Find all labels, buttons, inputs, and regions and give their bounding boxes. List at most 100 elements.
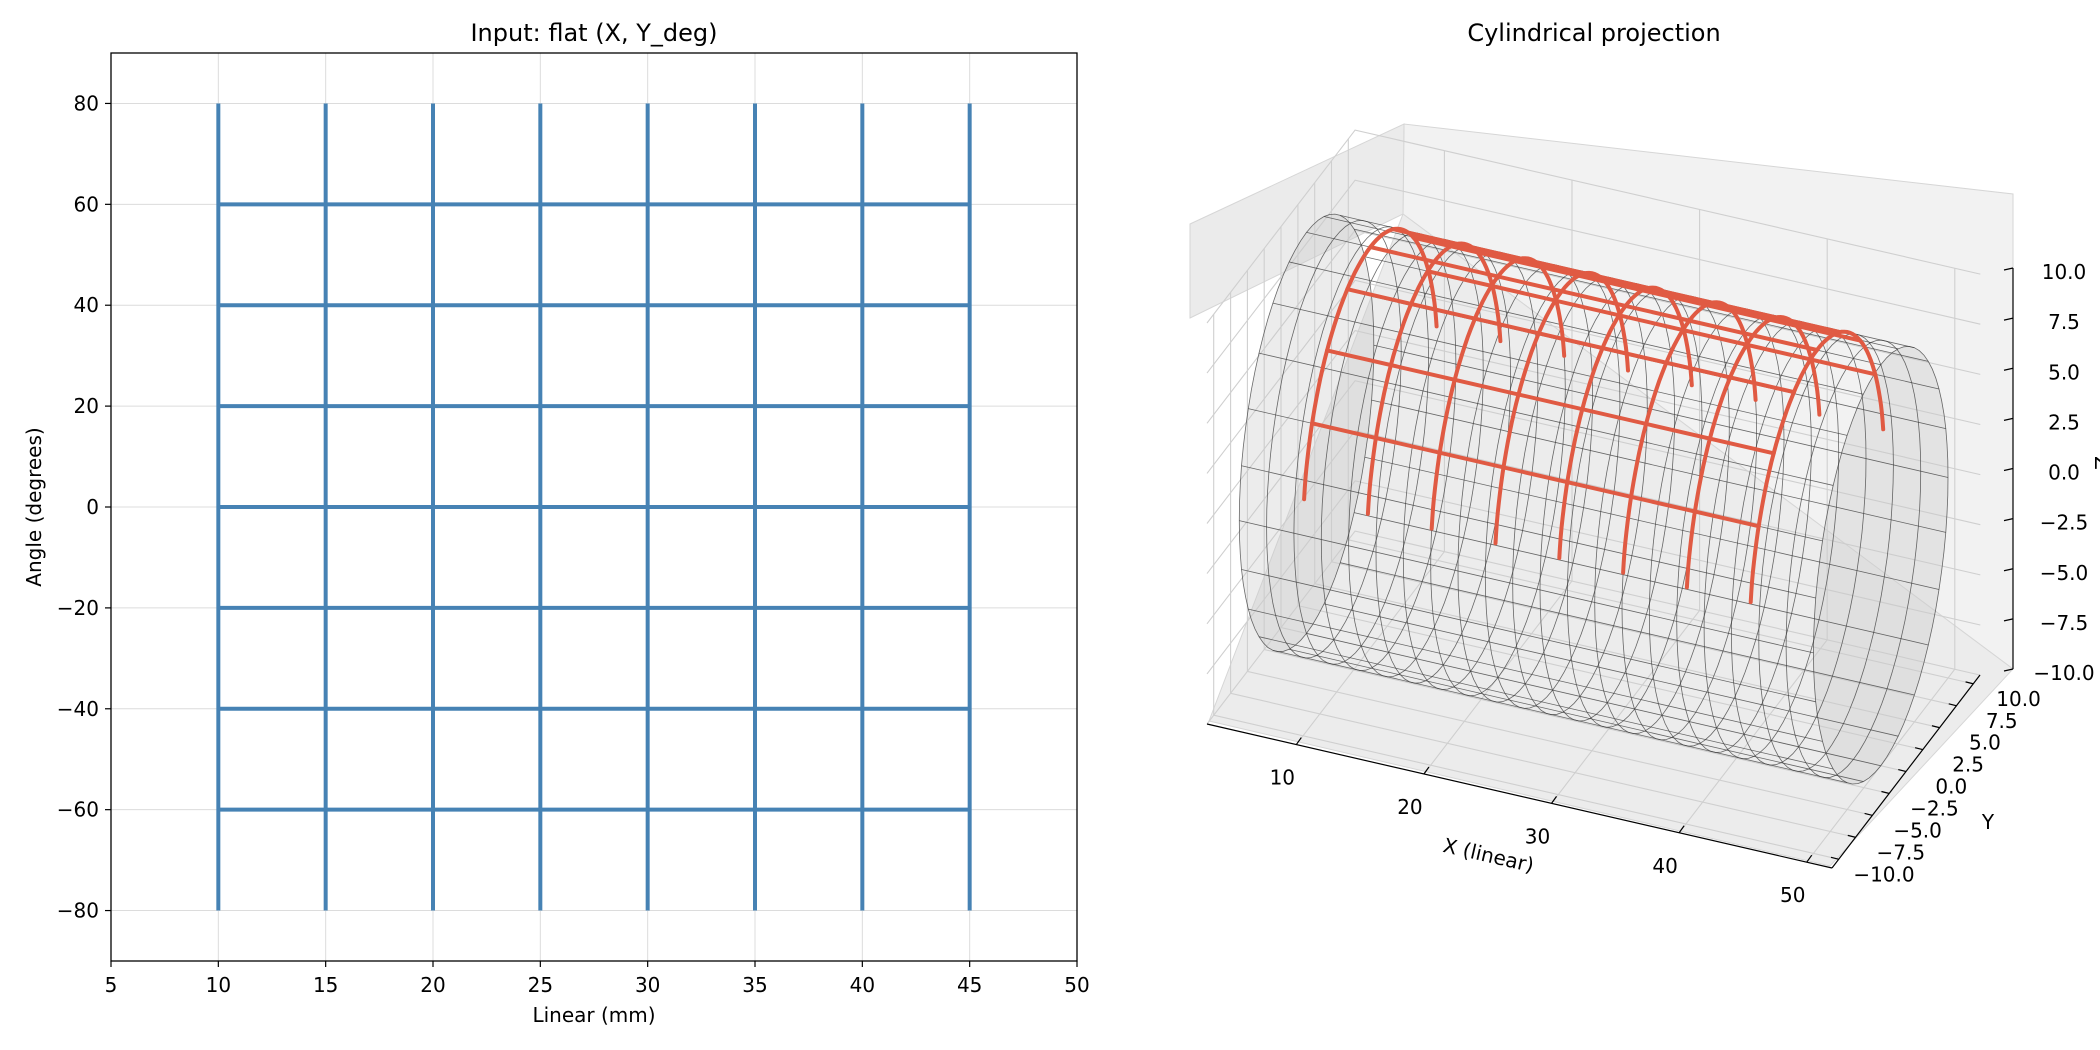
y3-tick-label: −5.0 [1893,818,1942,842]
cylinder-generator [1272,650,1848,784]
x3-tick-label: 30 [1525,824,1550,848]
y3-tick-mark [1948,703,1957,707]
cylinder-generator [1323,603,1899,737]
y3-tick-mark [1931,725,1941,729]
flat-x-tick-label: 25 [528,973,553,997]
z3-tick-label: −10.0 [2033,661,2094,685]
z3-tick-mark [2003,618,2014,622]
cylinder-generator [1340,562,1915,696]
y3-ticks: 10.07.55.02.50.0−2.5−5.0−7.5−10.0 [1830,681,2041,886]
x3-axis-label: X (linear) [1441,833,1536,877]
flat-y-tick-label: 60 [74,192,99,216]
projected-horizontal-line [1391,227,1842,335]
projected-grid-lines [1302,226,1886,605]
projection-chart-title: Cylindrical projection [1467,19,1720,47]
x3-tick-mark [1678,825,1685,834]
cylinder-generator [1272,302,1848,436]
y3-tick-label: −7.5 [1877,840,1926,864]
flat-x-tick-label: 20 [420,973,445,997]
y3-tick-mark [1847,834,1856,838]
flat-x-tick-label: 40 [850,973,875,997]
y3-tick-mark [1965,681,1974,685]
y3-axis-label: Y [1981,810,1995,834]
flat-y-axis-label: Angle (degrees) [22,427,46,586]
y3-tick-label: 10.0 [1996,687,2041,711]
z3-tick-label: −7.5 [2040,611,2089,635]
cylinder-generator [1248,608,1823,742]
z3-tick-mark [2003,417,2014,421]
x-axis-line [1206,723,1833,869]
z3-tick-label: −2.5 [2040,511,2089,535]
y3-tick-label: 7.5 [1986,709,2018,733]
cylinder-generator [1364,456,1940,590]
x3-ticks: 10 20 30 40 50 [1270,737,1813,907]
z3-tick-label: 5.0 [2048,360,2080,384]
cylinder-generator [1354,512,1929,646]
z3-axis-label: Z [2090,456,2100,470]
flat-y-tick-label: 0 [86,495,99,519]
cylinder-generator [1306,633,1881,767]
z3-tick-mark [2003,367,2014,371]
pane-z-gridline [1206,530,1981,725]
cylinder-generator [1371,399,1946,533]
cylinder-generator [1258,636,1834,770]
cylinder-generator [1241,465,1816,599]
pane-z-gridline [1206,480,1981,675]
flat-x-tick-label: 30 [635,973,660,997]
cylinder-generator [1258,352,1834,486]
z3-tick-mark [2003,518,2014,522]
cylinder-end-cap [1813,346,1948,784]
flat-x-tick-label: 10 [206,973,231,997]
z3-tick-mark [2003,568,2014,572]
projected-horizontal-line [1325,348,1776,456]
flat-y-tick-label: −60 [57,798,99,822]
x3-tick-label: 10 [1270,766,1295,790]
flat-chart-title: Input: flat (X, Y_deg) [470,19,717,47]
flat-y-tick-label: −40 [57,697,99,721]
flat-y-tick-label: −20 [57,596,99,620]
projected-horizontal-line [1345,287,1796,395]
pane-z-gridline [1206,279,1981,474]
cylinder-generator [1239,520,1814,654]
x3-tick-mark [1295,737,1302,745]
pane-z-gridline [1206,380,1981,574]
flat-x-axis-label: Linear (mm) [532,1003,655,1027]
flat-x-tick-label: 45 [957,973,982,997]
cylinder-generator [1289,648,1864,782]
flat-grid-lines [216,103,972,911]
flat-chart: Input: flat (X, Y_deg) 5 10 15 20 25 30 35 40 45… [22,19,1090,1027]
x3-tick-mark [1551,796,1558,804]
x3-tick-label: 40 [1652,854,1677,878]
cylinder-generator [1373,344,1949,478]
y3-tick-mark [1898,769,1907,773]
z3-ticks: 10.0 7.5 5.0 2.5 0.0 −2.5 −5.0 −7.5 −10.0 [2003,260,2095,685]
z3-tick-mark [2003,317,2014,321]
y3-tick-mark [1864,812,1873,817]
projected-horizontal-line [1411,235,1863,343]
pane-z-gridline [1206,329,1981,524]
y3-tick-mark [1881,790,1890,795]
cylinder-start-cap [1239,214,1374,652]
y3-tick-label: 5.0 [1969,731,2001,755]
z3-tick-label: 2.5 [2048,410,2080,434]
x3-tick-mark [1423,766,1430,775]
x3-tick-label: 20 [1397,795,1422,819]
x3-tick-label: 50 [1780,883,1805,907]
flat-y-ticks: −80 −60 −40 −20 0 20 40 60 80 [57,91,111,923]
cylinder-generator [1354,228,1929,362]
projected-horizontal-line [1426,269,1878,377]
flat-y-tick-label: 80 [74,91,99,115]
pane-z-gridline [1206,179,1981,374]
z3-tick-mark [2003,267,2014,271]
flat-x-tick-label: 5 [105,973,118,997]
pane-z-gridline [1206,430,1981,625]
flat-y-tick-label: 40 [74,293,99,317]
flat-y-tick-label: 20 [74,394,99,418]
projected-horizontal-line [1368,245,1819,353]
flat-x-ticks: 5 10 15 20 25 30 35 40 45 50 [105,961,1090,997]
cylinder-generator [1289,261,1864,395]
y3-tick-label: 2.5 [1952,753,1984,777]
z3-tick-mark [2003,668,2014,672]
flat-x-tick-label: 35 [742,973,767,997]
